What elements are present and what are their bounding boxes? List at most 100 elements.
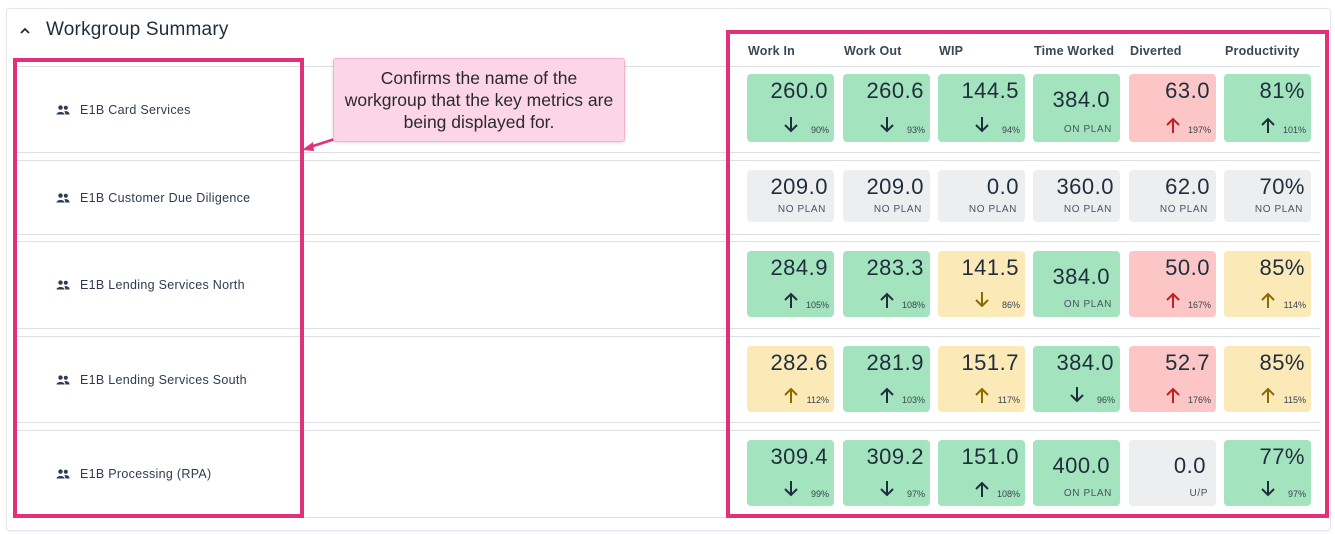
arrow-down-icon bbox=[974, 116, 990, 134]
metric-value: 85% bbox=[1259, 255, 1305, 280]
metric-percent: 86% bbox=[1001, 300, 1020, 310]
metric-tile[interactable]: 309.4 99% bbox=[747, 440, 834, 506]
metric-status-label: ON PLAN bbox=[1063, 124, 1112, 135]
metric-value: 282.6 bbox=[770, 350, 828, 375]
group-icon bbox=[56, 104, 72, 116]
metric-tile[interactable]: 81% 101% bbox=[1224, 74, 1311, 142]
workgroup-name[interactable]: E1B Lending Services South bbox=[56, 337, 247, 422]
metric-tile[interactable]: 85% 115% bbox=[1224, 346, 1311, 412]
metric-tile[interactable]: 141.5 86% bbox=[938, 251, 1025, 317]
metric-percent: 94% bbox=[1001, 125, 1020, 135]
metric-percent: 176% bbox=[1187, 395, 1211, 405]
arrow-up-icon bbox=[879, 291, 895, 309]
group-icon bbox=[56, 468, 72, 480]
metric-value: 62.0 bbox=[1165, 174, 1210, 199]
metric-percent: 93% bbox=[906, 125, 925, 135]
workgroup-names-highlight bbox=[13, 58, 304, 518]
metric-value: 144.5 bbox=[961, 78, 1019, 103]
metric-tile[interactable]: 0.0 NO PLAN bbox=[938, 170, 1025, 222]
metric-value: 309.2 bbox=[866, 444, 924, 469]
metric-tile[interactable]: 260.6 93% bbox=[843, 74, 930, 142]
metric-value: 309.4 bbox=[770, 444, 828, 469]
arrow-up-icon bbox=[1260, 291, 1276, 309]
metric-tile[interactable]: 77% 97% bbox=[1224, 440, 1311, 506]
metric-tile[interactable]: 63.0 197% bbox=[1129, 74, 1216, 142]
metric-status-label: NO PLAN bbox=[1254, 204, 1303, 215]
arrow-down-icon bbox=[1260, 480, 1276, 498]
metric-tile[interactable]: 85% 114% bbox=[1224, 251, 1311, 317]
metric-value: 384.0 bbox=[1056, 350, 1114, 375]
arrow-up-icon bbox=[1260, 386, 1276, 404]
metric-tile[interactable]: 62.0 NO PLAN bbox=[1129, 170, 1216, 222]
metric-value: 284.9 bbox=[770, 255, 828, 280]
arrow-up-icon bbox=[1165, 116, 1181, 134]
column-header: Work In bbox=[748, 44, 796, 58]
metric-status-label: NO PLAN bbox=[1063, 204, 1112, 215]
panel-header[interactable]: Workgroup Summary bbox=[20, 17, 229, 43]
arrow-up-icon bbox=[783, 386, 799, 404]
metric-tile[interactable]: 50.0 167% bbox=[1129, 251, 1216, 317]
metric-tile[interactable]: 209.0 NO PLAN bbox=[747, 170, 834, 222]
metric-status-label: ON PLAN bbox=[1063, 488, 1112, 499]
metric-value: 384.0 bbox=[1052, 87, 1110, 112]
group-icon bbox=[56, 279, 72, 291]
workgroup-name-label: E1B Customer Due Diligence bbox=[80, 190, 251, 205]
workgroup-name[interactable]: E1B Customer Due Diligence bbox=[56, 161, 250, 234]
metric-value: 384.0 bbox=[1052, 264, 1110, 289]
callout-tooltip: Confirms the name of the workgroup that … bbox=[333, 58, 625, 142]
column-header: Diverted bbox=[1130, 44, 1182, 58]
metric-tile[interactable]: 384.0 ON PLAN bbox=[1033, 251, 1120, 317]
metric-tile[interactable]: 281.9 103% bbox=[843, 346, 930, 412]
metric-tile[interactable]: 360.0 NO PLAN bbox=[1033, 170, 1120, 222]
chevron-up-icon[interactable] bbox=[20, 25, 30, 35]
metric-value: 70% bbox=[1259, 174, 1305, 199]
metric-tile[interactable]: 400.0 ON PLAN bbox=[1033, 440, 1120, 506]
metric-value: 400.0 bbox=[1052, 453, 1110, 478]
workgroup-name[interactable]: E1B Card Services bbox=[56, 67, 191, 152]
arrow-down-icon bbox=[1069, 386, 1085, 404]
metric-tile[interactable]: 70% NO PLAN bbox=[1224, 170, 1311, 222]
metric-tile[interactable]: 151.0 108% bbox=[938, 440, 1025, 506]
metric-percent: 90% bbox=[810, 125, 829, 135]
arrow-up-icon bbox=[1260, 116, 1276, 134]
metric-status-label: NO PLAN bbox=[968, 204, 1017, 215]
metric-tile[interactable]: 283.3 108% bbox=[843, 251, 930, 317]
metric-percent: 108% bbox=[996, 489, 1020, 499]
metric-tile[interactable]: 52.7 176% bbox=[1129, 346, 1216, 412]
group-icon bbox=[56, 192, 72, 204]
metric-percent: 99% bbox=[810, 489, 829, 499]
metric-tile[interactable]: 0.0 U/P bbox=[1129, 440, 1216, 506]
arrow-up-icon bbox=[974, 480, 990, 498]
arrow-down-icon bbox=[783, 480, 799, 498]
metric-tile[interactable]: 284.9 105% bbox=[747, 251, 834, 317]
metric-value: 52.7 bbox=[1165, 350, 1210, 375]
metric-value: 260.0 bbox=[770, 78, 828, 103]
workgroup-name-label: E1B Card Services bbox=[80, 102, 191, 117]
arrow-down-icon bbox=[974, 291, 990, 309]
column-header: Work Out bbox=[844, 44, 902, 58]
metric-tile[interactable]: 144.5 94% bbox=[938, 74, 1025, 142]
workgroup-name[interactable]: E1B Lending Services North bbox=[56, 242, 245, 328]
column-header: Productivity bbox=[1225, 44, 1300, 58]
metric-tile[interactable]: 282.6 112% bbox=[747, 346, 834, 412]
metric-tile[interactable]: 384.0 96% bbox=[1033, 346, 1120, 412]
workgroup-name[interactable]: E1B Processing (RPA) bbox=[56, 431, 212, 517]
metric-tile[interactable]: 209.0 NO PLAN bbox=[843, 170, 930, 222]
metric-tile[interactable]: 384.0 ON PLAN bbox=[1033, 74, 1120, 142]
metric-value: 77% bbox=[1259, 444, 1305, 469]
metric-percent: 117% bbox=[997, 395, 1020, 405]
metric-percent: 197% bbox=[1187, 125, 1211, 135]
arrow-up-icon bbox=[783, 291, 799, 309]
metric-percent: 96% bbox=[1096, 395, 1115, 405]
metric-tile[interactable]: 260.0 90% bbox=[747, 74, 834, 142]
column-header: WIP bbox=[939, 44, 964, 58]
workgroup-name-label: E1B Processing (RPA) bbox=[80, 467, 212, 481]
arrow-down-icon bbox=[879, 116, 895, 134]
metric-value: 0.0 bbox=[1173, 453, 1206, 478]
metric-value: 81% bbox=[1259, 78, 1305, 103]
metric-tile[interactable]: 309.2 97% bbox=[843, 440, 930, 506]
metric-status-label: NO PLAN bbox=[873, 204, 922, 215]
metric-status-label: U/P bbox=[1189, 488, 1208, 499]
metric-percent: 105% bbox=[805, 300, 829, 310]
metric-tile[interactable]: 151.7 117% bbox=[938, 346, 1025, 412]
